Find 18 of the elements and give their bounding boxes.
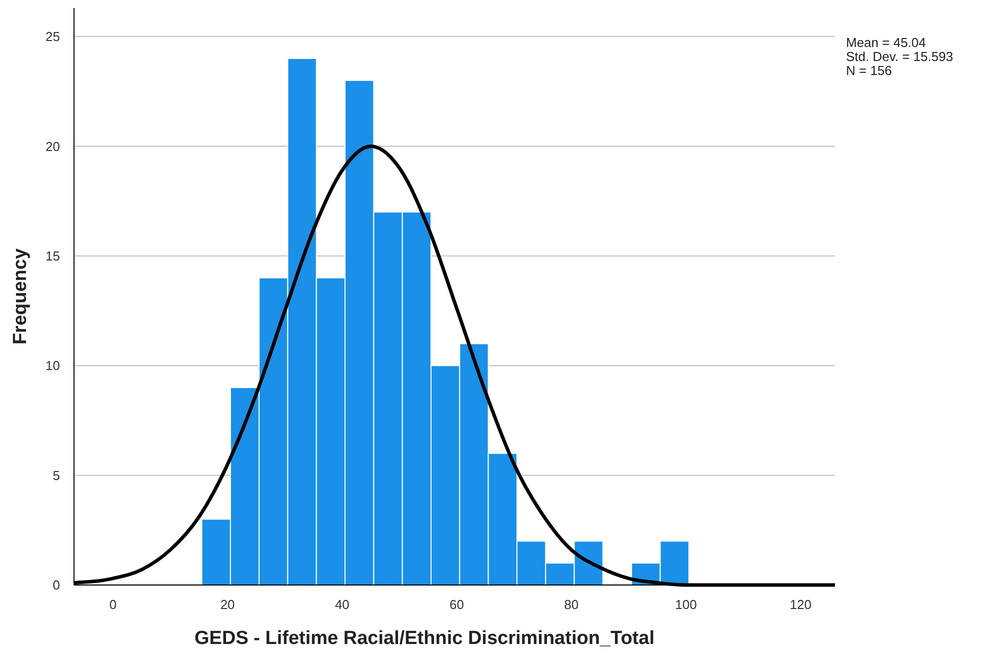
x-tick-label: 40 [334,597,350,612]
y-tick-label: 5 [52,468,60,483]
text: Mean = 45.04 [846,35,926,50]
y-tick-label: 25 [46,29,60,44]
x-tick-label: 120 [790,597,812,612]
x-tick-label: 20 [220,597,235,612]
y-tick-label: 10 [46,358,60,374]
x-tick-label: 60 [450,597,464,612]
y-tick-label: 20 [46,138,60,154]
text: N = 156 [846,63,892,78]
y-axis-title: Frequency [10,248,31,345]
text: Std. Dev. = 15.593 [846,49,954,64]
x-tick-label: 0 [109,597,117,612]
y-tick-label: 0 [52,578,60,593]
x-tick-label: 80 [564,597,579,612]
x-axis-title: GEDS - Lifetime Racial/Ethnic Discrimination_Total [194,628,654,649]
x-tick-label: 100 [675,597,697,612]
y-tick-label: 15 [46,248,60,264]
